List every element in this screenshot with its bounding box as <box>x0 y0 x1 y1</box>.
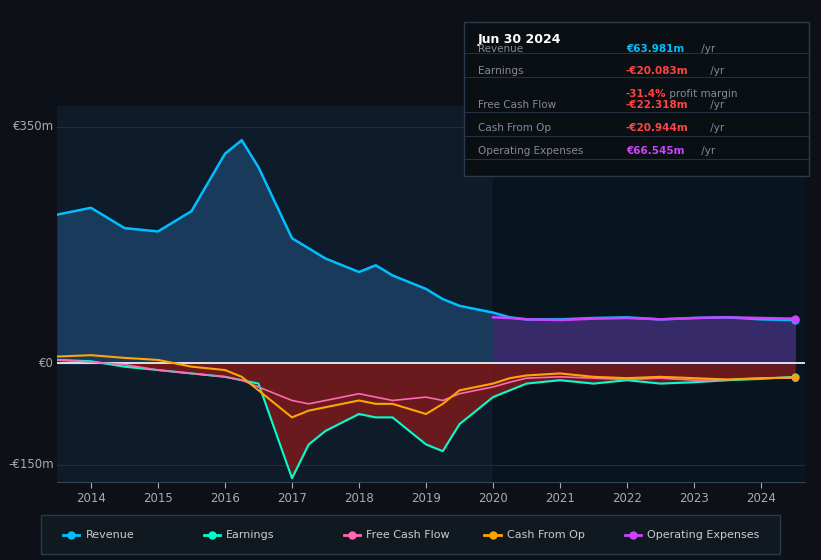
Text: -€150m: -€150m <box>8 458 53 471</box>
Text: Earnings: Earnings <box>478 66 523 76</box>
Text: Operating Expenses: Operating Expenses <box>478 146 583 156</box>
Text: Earnings: Earnings <box>226 530 274 540</box>
Text: -31.4%: -31.4% <box>626 90 667 99</box>
Text: profit margin: profit margin <box>666 90 737 99</box>
FancyBboxPatch shape <box>464 22 809 176</box>
Text: Revenue: Revenue <box>85 530 134 540</box>
Text: Free Cash Flow: Free Cash Flow <box>366 530 450 540</box>
Text: Jun 30 2024: Jun 30 2024 <box>478 33 562 46</box>
Text: -€20.083m: -€20.083m <box>626 66 689 76</box>
Text: €66.545m: €66.545m <box>626 146 685 156</box>
Bar <box>493 106 805 482</box>
Text: /yr: /yr <box>707 100 724 110</box>
Text: /yr: /yr <box>698 44 715 54</box>
Text: /yr: /yr <box>707 66 724 76</box>
Text: Operating Expenses: Operating Expenses <box>647 530 759 540</box>
Text: Cash From Op: Cash From Op <box>507 530 585 540</box>
FancyBboxPatch shape <box>41 515 780 554</box>
Text: -€20.944m: -€20.944m <box>626 123 689 133</box>
Text: /yr: /yr <box>707 123 724 133</box>
Text: Revenue: Revenue <box>478 44 523 54</box>
Text: €350m: €350m <box>12 120 53 133</box>
Text: Free Cash Flow: Free Cash Flow <box>478 100 556 110</box>
Text: /yr: /yr <box>698 146 715 156</box>
Text: -€22.318m: -€22.318m <box>626 100 689 110</box>
Text: €63.981m: €63.981m <box>626 44 684 54</box>
Text: Cash From Op: Cash From Op <box>478 123 551 133</box>
Text: €0: €0 <box>39 357 53 370</box>
